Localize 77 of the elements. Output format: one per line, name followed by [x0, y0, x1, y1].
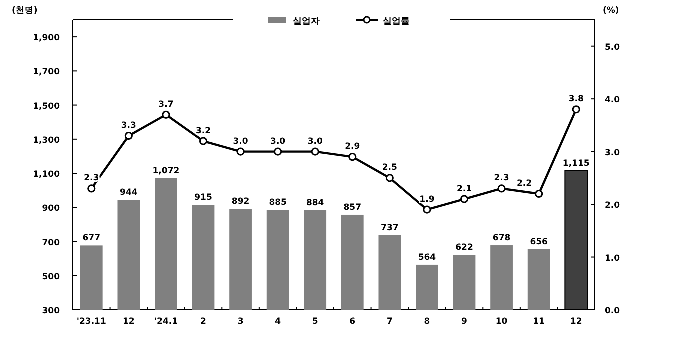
- legend-label: 실업자: [293, 17, 320, 27]
- point: [386, 174, 394, 182]
- y-tick-label: 900: [42, 204, 60, 214]
- data-label: 737: [381, 223, 399, 234]
- x-tick-label: 9: [462, 317, 468, 327]
- x-tick-label: '24.1: [154, 317, 178, 327]
- data-label: 3.0: [308, 136, 323, 147]
- y-tick-label: 1,100: [33, 170, 60, 180]
- y-axis-title: (천명): [12, 6, 38, 16]
- point: [311, 148, 320, 156]
- x-tick-label: 5: [312, 317, 318, 327]
- y2-tick-label: 3.0: [605, 148, 620, 158]
- legend-item: 실업률: [356, 16, 410, 27]
- x-tick-label: 12: [123, 317, 135, 327]
- y-tick-label: 1,700: [33, 68, 60, 78]
- y2-tick-label: 0.0: [605, 306, 620, 316]
- x-tick-label: 10: [496, 317, 508, 327]
- data-label: 3.0: [233, 136, 248, 147]
- data-label: 3.2: [196, 126, 212, 136]
- y-tick-label: 1,500: [33, 102, 60, 112]
- x-tick-label: 4: [275, 317, 282, 327]
- data-label: 3.7: [158, 100, 174, 110]
- y2-axis-title: (%): [603, 6, 620, 16]
- data-label: 1,115: [562, 158, 590, 169]
- point: [460, 195, 469, 204]
- y-tick-label: 700: [42, 238, 60, 248]
- data-label: 678: [492, 234, 511, 244]
- point: [88, 184, 96, 193]
- x-tick-label: 12: [570, 317, 582, 327]
- data-label: 2.9: [345, 142, 360, 152]
- point: [498, 184, 506, 193]
- x-tick-label: 11: [533, 317, 546, 327]
- data-label: 2.5: [382, 163, 398, 174]
- data-label: 915: [194, 193, 212, 204]
- y-tick-label: 300: [42, 306, 60, 316]
- x-tick-label: 8: [424, 317, 430, 327]
- data-label: 3.3: [121, 121, 137, 131]
- data-label: 1.9: [420, 194, 435, 205]
- y2-tick-label: 4.0: [605, 96, 620, 106]
- data-label: 3.0: [270, 136, 286, 147]
- data-label: 1,072: [152, 166, 180, 176]
- data-label: 892: [232, 197, 250, 208]
- point: [348, 153, 357, 162]
- data-label: 884: [306, 198, 324, 208]
- data-label: 3.8: [568, 94, 584, 105]
- data-label: 677: [82, 234, 101, 244]
- point: [535, 190, 544, 198]
- point: [274, 148, 282, 156]
- data-label: 656: [530, 237, 548, 248]
- x-tick-label: 2: [200, 317, 207, 327]
- point: [423, 206, 432, 214]
- data-label: 885: [269, 198, 288, 208]
- x-tick-label: 6: [350, 317, 356, 327]
- point: [124, 132, 133, 140]
- y-tick-label: 500: [42, 272, 60, 282]
- data-label: 2.3: [494, 174, 510, 184]
- x-tick-label: 3: [238, 317, 244, 327]
- point: [572, 106, 580, 114]
- y-tick-label: 1,300: [33, 136, 60, 146]
- x-tick-label: '23.11: [76, 317, 106, 327]
- x-tick-label: 7: [386, 317, 393, 327]
- point: [236, 148, 245, 156]
- data-label: 2.1: [456, 184, 472, 194]
- point: [162, 110, 170, 119]
- y2-tick-label: 5.0: [605, 42, 620, 53]
- legend-item: 실업자: [268, 17, 320, 27]
- data-label: 944: [120, 188, 138, 198]
- data-label: 857: [344, 202, 362, 213]
- y-tick-label: 1,900: [33, 34, 60, 44]
- data-label: 564: [418, 252, 436, 263]
- data-label: 2.3: [84, 174, 100, 184]
- legend-label: 실업률: [383, 17, 410, 27]
- data-label: 2.2: [517, 179, 532, 189]
- data-label: 622: [456, 243, 474, 254]
- point: [199, 137, 208, 146]
- y2-tick-label: 1.0: [605, 254, 620, 264]
- y2-tick-label: 2.0: [605, 201, 620, 212]
